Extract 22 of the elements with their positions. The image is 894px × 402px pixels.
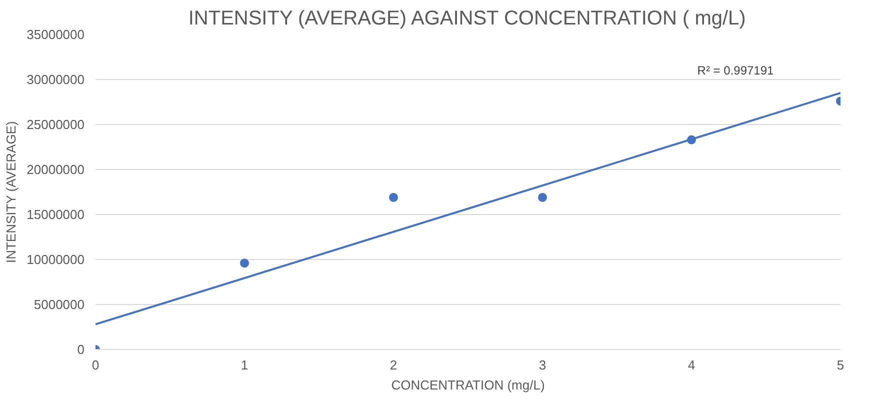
point [389,192,398,202]
x-tick-label: 3 [538,358,546,372]
y-tick-label: 30000000 [26,72,85,87]
x-axis-title: CONCENTRATION (mg/L) [391,378,545,392]
x-tick-label: 5 [836,358,844,372]
y-tick-label: 15000000 [26,207,85,222]
point [538,192,547,202]
y-tick-label: 10000000 [26,252,85,267]
x-tick-label: 4 [688,358,696,372]
y-tick-label: 20000000 [26,162,85,177]
y-axis-title: INTENSITY (AVERAGE) [4,121,19,264]
x-tick-label: 2 [390,358,398,372]
x-tick-label: 1 [240,358,248,372]
y-tick-label: 0 [77,342,85,357]
point [687,135,696,144]
point [240,258,249,268]
x-tick-label: 0 [92,358,100,372]
y-tick-label: 5000000 [34,297,85,312]
y-tick-label: 25000000 [26,117,85,132]
annotation: R² = 0.997191 [697,64,774,78]
y-tick-label: 35000000 [26,27,85,42]
chart-title: INTENSITY (AVERAGE) AGAINST CONCENTRATION ( mg/L) [188,8,746,30]
